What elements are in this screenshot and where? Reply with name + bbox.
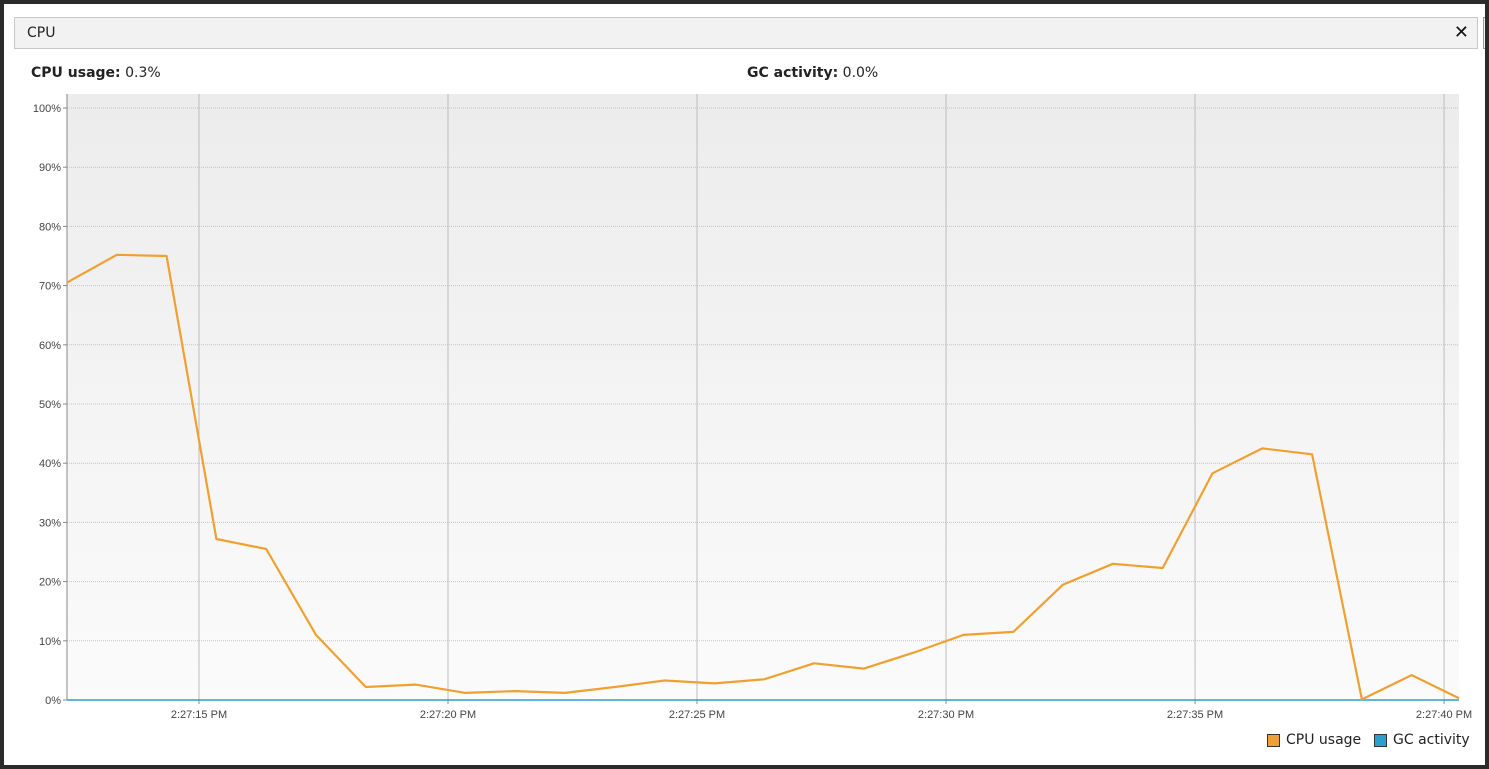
y-tick-label: 50% xyxy=(39,399,61,411)
y-tick-label: 100% xyxy=(33,103,61,115)
x-tick-label: 2:27:35 PM xyxy=(1167,709,1223,721)
gc-activity-swatch xyxy=(1374,733,1387,747)
x-tick-label: 2:27:25 PM xyxy=(669,709,725,721)
cpu-chart: 0% 10% 20% 30% 40% 50% 60% 70% 80% 90% 100% 2:27:15… xyxy=(33,94,1472,721)
window-title: CPU xyxy=(27,25,56,41)
x-tick-label: 2:27:40 PM xyxy=(1416,709,1472,721)
legend-gc-activity-label: GC activity xyxy=(1393,732,1470,748)
y-tick-label: 0% xyxy=(45,695,61,707)
y-tick-label: 10% xyxy=(39,636,61,648)
x-tick-label: 2:27:30 PM xyxy=(918,709,974,721)
y-tick-label: 70% xyxy=(39,281,61,293)
y-tick-label: 20% xyxy=(39,577,61,589)
legend-cpu-usage: CPU usage xyxy=(1267,732,1361,748)
close-icon[interactable]: ✕ xyxy=(1453,22,1469,43)
window-edge-tab xyxy=(1483,17,1485,49)
window-title-bar: CPU ✕ xyxy=(14,17,1478,49)
cpu-usage-value: 0.3% xyxy=(125,65,161,81)
gc-activity-value: 0.0% xyxy=(842,65,879,81)
cpu-usage-line xyxy=(66,253,1460,701)
gc-activity-stat: GC activity: 0.0% xyxy=(747,65,878,81)
legend-gc-activity: GC activity xyxy=(1374,732,1470,748)
plot-area xyxy=(67,94,1459,700)
y-tick-label: 30% xyxy=(39,517,61,529)
cpu-usage-stat: CPU usage: 0.3% xyxy=(31,65,161,81)
cpu-monitor-panel: CPU ✕ CPU usage: 0.3% GC activity: 0.0% … xyxy=(4,4,1485,765)
y-tick-label: 60% xyxy=(39,340,61,352)
y-tick-label: 80% xyxy=(39,221,61,233)
gc-activity-label: GC activity: xyxy=(747,65,839,81)
cpu-usage-label: CPU usage: xyxy=(31,65,121,81)
x-tick-label: 2:27:20 PM xyxy=(420,709,476,721)
y-tick-label: 40% xyxy=(39,458,61,470)
y-tick-label: 90% xyxy=(39,162,61,174)
legend-cpu-usage-label: CPU usage xyxy=(1286,732,1362,748)
cpu-usage-swatch xyxy=(1267,733,1280,747)
x-tick-label: 2:27:15 PM xyxy=(171,709,227,721)
